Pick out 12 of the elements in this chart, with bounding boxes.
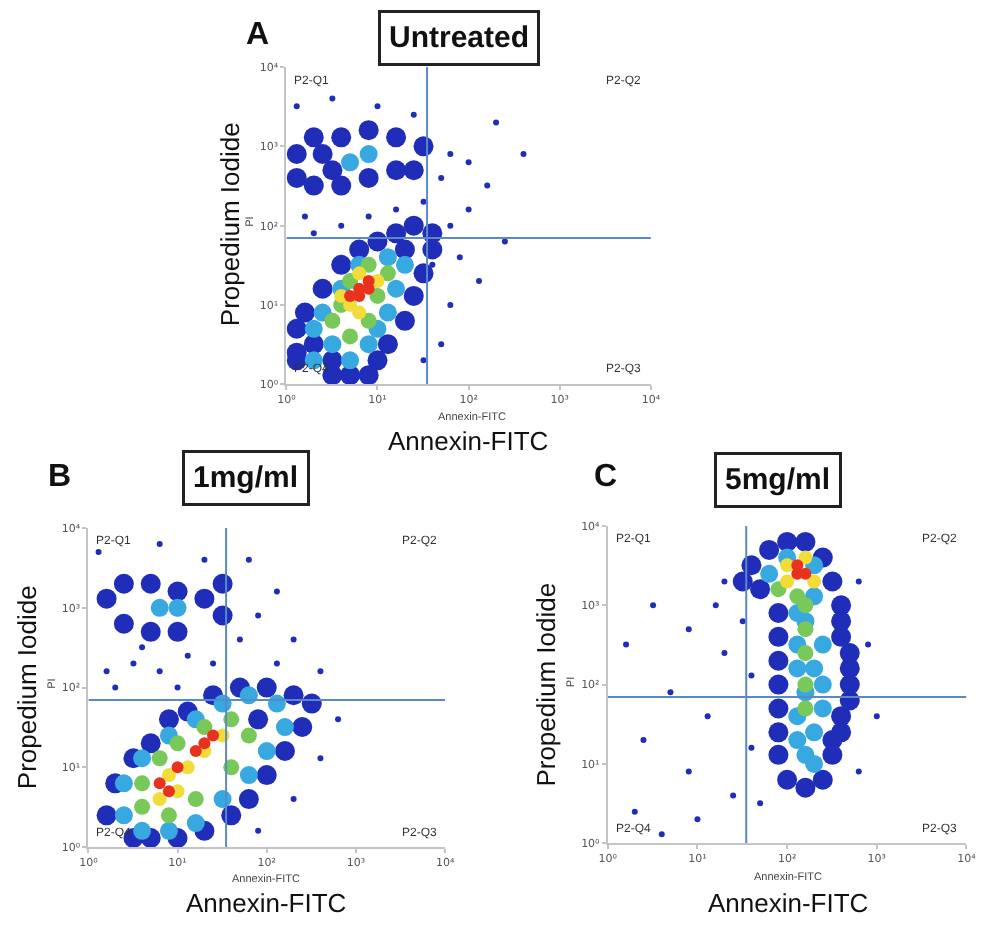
x-axis-title: Annexin-FITC	[186, 888, 347, 918]
y-axis-title: Propedium Iodide	[214, 122, 245, 327]
text: B	[48, 460, 72, 494]
x-axis-title: Annexin-FITC	[708, 888, 869, 918]
x-axis-title: Annexin-FITC	[388, 426, 549, 456]
y-axis-title: Propedium Iodide	[12, 585, 43, 790]
chart-title: 5mg/ml	[725, 463, 831, 497]
chart-title: 1mg/ml	[193, 461, 299, 495]
chart-title: Untreated	[389, 21, 530, 55]
text: A	[246, 18, 270, 52]
text: C	[594, 460, 618, 494]
y-axis-title: Propedium Iodide	[531, 582, 562, 787]
